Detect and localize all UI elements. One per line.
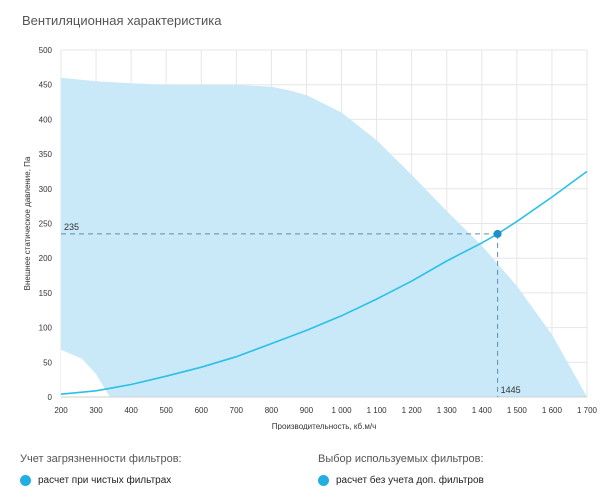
x-axis-label: Производительность, кб.м/ч [272,422,376,430]
y-tick-label: 500 [39,46,53,55]
x-tick-label: 900 [300,406,314,415]
y-tick-label: 250 [39,220,53,229]
operating-point-y-label: 235 [64,222,79,232]
y-tick-label: 200 [39,254,53,263]
operating-point-reference-lines [61,233,499,397]
y-tick-label: 100 [39,324,53,333]
x-tick-label: 1 600 [542,406,563,415]
x-tick-label: 700 [230,406,244,415]
filters-section-label: Учет загрязненности фильтров: [20,453,182,465]
radio-selected-icon [20,475,31,486]
x-tick-label: 1 400 [472,406,493,415]
x-tick-label: 600 [195,406,209,415]
operating-point-x-label: 1445 [501,385,521,395]
y-tick-label: 400 [39,115,53,124]
ventilation-chart: 200 300 400 500 600 700 800 900 1 000 1 100 1 200 1… [23,46,598,430]
operating-area [61,77,587,398]
x-tick-label: 1 200 [402,406,423,415]
clean-filters-radio[interactable]: расчет при чистых фильтрах [20,475,171,486]
y-tick-label: 150 [39,289,53,298]
y-tick-label: 0 [48,393,53,402]
no-extra-filters-label: расчет без учета доп. фильтров [336,475,484,486]
x-tick-label: 1 100 [367,406,388,415]
x-tick-label: 1 000 [332,406,353,415]
y-tick-label: 300 [39,185,53,194]
x-tick-label: 1 300 [437,406,458,415]
y-tick-label: 450 [39,81,53,90]
operating-point[interactable] [493,229,502,238]
x-tick-label: 200 [54,406,68,415]
x-tick-label: 1 500 [507,406,528,415]
clean-filters-label: расчет при чистых фильтрах [38,475,172,486]
axes: 200 300 400 500 600 700 800 900 1 000 1 100 1 200 1… [39,46,598,415]
x-tick-label: 400 [124,406,138,415]
y-tick-label: 50 [43,358,52,367]
chart-title: Вентиляционная характеристика [22,13,222,28]
y-axis-label: Внешнее статическое давление, Па [23,156,32,290]
system-curve-line [60,170,588,395]
operating-area-cutout [61,349,111,397]
x-tick-label: 800 [265,406,279,415]
radio-selected-icon [318,475,329,486]
filter-selection-label: Выбор используемых фильтров: [318,453,484,465]
x-tick-label: 300 [89,406,103,415]
x-tick-label: 500 [160,406,174,415]
x-tick-label: 1 700 [577,406,598,415]
y-tick-label: 350 [39,150,53,159]
no-extra-filters-radio[interactable]: расчет без учета доп. фильтров [318,475,484,486]
